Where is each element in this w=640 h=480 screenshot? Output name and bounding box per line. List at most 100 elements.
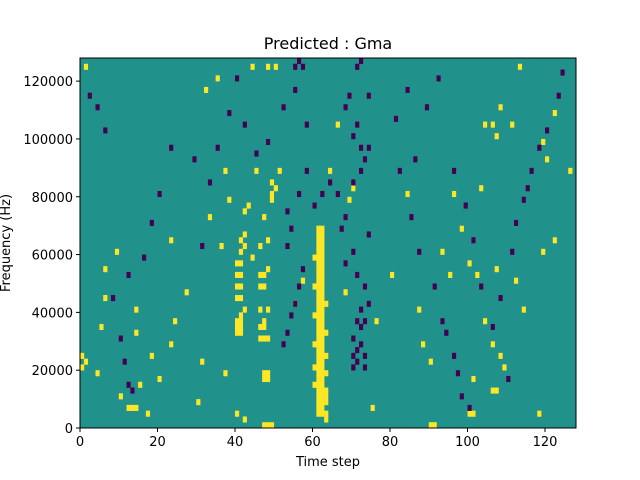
heatmap-cell-high <box>490 341 495 348</box>
heatmap-cell-low <box>289 312 294 319</box>
x-tick-label: 0 <box>76 435 84 450</box>
heatmap-cell-high <box>320 289 325 296</box>
heatmap-cell-high <box>254 167 259 174</box>
heatmap-cell-low <box>393 115 399 122</box>
heatmap-cell-high <box>320 283 325 290</box>
heatmap-cell-high <box>328 167 333 174</box>
heatmap-cell-high <box>320 306 325 313</box>
x-tick-label: 80 <box>382 435 399 450</box>
heatmap-cell-high <box>215 75 220 82</box>
heatmap-cell-high <box>266 237 271 244</box>
heatmap-cell-high <box>390 271 395 278</box>
heatmap-cell-low <box>409 214 414 221</box>
heatmap-cell-low <box>362 352 368 359</box>
heatmap-cell-low <box>130 387 135 394</box>
heatmap-cell-high <box>316 399 321 406</box>
heatmap-cell-low <box>490 323 495 331</box>
heatmap-cell-low <box>157 190 162 198</box>
heatmap-cell-high <box>250 254 255 261</box>
heatmap-cell-high <box>552 237 557 244</box>
heatmap-cell-high <box>324 399 329 406</box>
y-tick-label: 40000 <box>32 306 73 321</box>
heatmap-cell-high <box>316 323 321 331</box>
heatmap-cell-high <box>320 410 325 417</box>
heatmap-cell-high <box>238 312 244 319</box>
heatmap-cell-high <box>316 243 321 250</box>
x-tick-label: 40 <box>227 435 244 450</box>
heatmap-cell-low <box>122 358 127 365</box>
heatmap-cell-low <box>351 133 356 140</box>
heatmap-cell-high <box>428 358 433 365</box>
heatmap-cell-high <box>238 237 244 244</box>
heatmap-cell-high <box>316 318 321 325</box>
heatmap-cell-low <box>297 283 302 290</box>
heatmap-cell-high <box>258 243 263 250</box>
heatmap-cell-low <box>436 75 441 82</box>
heatmap-cell-low <box>359 306 364 313</box>
heatmap-cell-high <box>273 185 278 192</box>
heatmap-cell-high <box>316 260 321 267</box>
heatmap-cell-high <box>169 341 174 348</box>
heatmap-cell-high <box>498 352 503 359</box>
heatmap-cell-high <box>266 422 271 429</box>
y-tick-label: 0 <box>65 422 73 437</box>
y-axis-ticks: 0 20000 40000 60000 80000 100000 120000 <box>23 75 80 437</box>
heatmap-cell-high <box>316 352 321 359</box>
heatmap-cell-high <box>320 347 325 354</box>
heatmap-cell-high <box>262 370 267 377</box>
heatmap-cell-high <box>316 347 321 354</box>
heatmap-cell-high <box>320 335 325 342</box>
heatmap-cell-high <box>347 196 352 203</box>
heatmap-cell-low <box>413 156 418 163</box>
heatmap-cell-high <box>200 358 205 365</box>
heatmap-cell-high <box>521 306 526 313</box>
heatmap-cell-low <box>103 127 108 134</box>
heatmap-cell-high <box>552 110 557 117</box>
heatmap-cell-high <box>494 387 499 394</box>
heatmap-cell-high <box>498 104 503 111</box>
heatmap-cell-high <box>324 329 329 336</box>
heatmap-cell-high <box>312 254 317 261</box>
heatmap-cell-high <box>235 323 240 331</box>
heatmap-cell-high <box>320 312 325 319</box>
x-axis-label: Time step <box>295 455 360 470</box>
heatmap-cell-low <box>254 150 259 157</box>
heatmap-cell-high <box>316 375 321 383</box>
heatmap-cell-high <box>335 121 340 128</box>
heatmap-cell-high <box>324 416 329 423</box>
heatmap-cell-high <box>316 393 321 400</box>
heatmap-cell-high <box>235 295 240 302</box>
x-tick-label: 60 <box>304 435 321 450</box>
heatmap-cell-high <box>316 381 321 388</box>
heatmap-cell-high <box>95 370 100 377</box>
heatmap-cell-low <box>351 179 356 186</box>
heatmap-cell-low <box>200 243 205 250</box>
heatmap-cell-high <box>320 375 325 383</box>
heatmap-cell-low <box>362 318 368 325</box>
heatmap-cell-high <box>320 399 325 406</box>
heatmap-cell-low <box>459 393 464 400</box>
heatmap-cell-high <box>440 248 445 255</box>
heatmap-cell-high <box>262 323 267 331</box>
chart-title: Predicted : Gma <box>264 34 392 53</box>
heatmap-cell-low <box>362 364 368 371</box>
heatmap-cell-high <box>258 271 263 278</box>
heatmap-cell-high <box>324 393 329 400</box>
heatmap-cell-low <box>521 196 526 203</box>
heatmap-cell-low <box>560 69 565 76</box>
heatmap-cell-high <box>312 364 317 371</box>
heatmap-cell-high <box>269 422 275 429</box>
heatmap-cell-high <box>502 364 507 371</box>
heatmap-cell-high <box>316 387 321 394</box>
y-tick-label: 20000 <box>32 364 73 379</box>
heatmap-cell-high <box>262 214 267 221</box>
heatmap-cell-high <box>320 387 325 394</box>
heatmap-cell-low <box>351 352 356 359</box>
heatmap-cell-high <box>235 283 240 290</box>
heatmap-cell-low <box>359 341 364 348</box>
heatmap-cell-high <box>471 410 476 417</box>
heatmap-cell-high <box>479 185 484 192</box>
heatmap-cell-high <box>432 422 437 429</box>
heatmap-cell-high <box>238 295 244 302</box>
heatmap-cell-high <box>320 300 325 307</box>
